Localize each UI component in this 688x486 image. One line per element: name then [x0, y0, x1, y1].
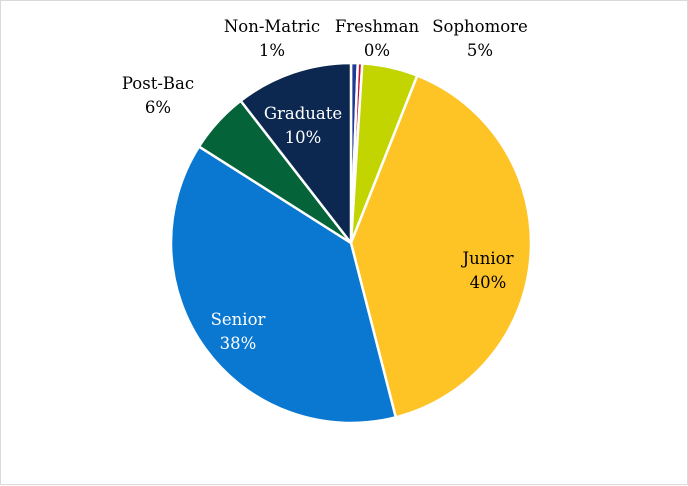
slice-percent-senior: 38%: [220, 334, 257, 353]
pie-slice-graduate: [239, 61, 353, 245]
pie-slice-junior: [349, 74, 533, 419]
pie-slice-senior: [169, 145, 398, 425]
slice-percent-non-matric: 1%: [259, 41, 285, 60]
slice-label-senior: Senior: [211, 310, 266, 329]
slice-percent-graduate: 10%: [285, 128, 322, 147]
slice-percent-junior: 40%: [470, 273, 507, 292]
slice-label-junior: Junior: [461, 249, 514, 268]
slice-label-graduate: Graduate: [264, 104, 342, 123]
slice-label-sophomore: Sophomore: [432, 17, 528, 36]
slice-label-freshman: Freshman: [335, 17, 420, 36]
slice-percent-freshman: 0%: [364, 41, 390, 60]
slice-label-post-bac: Post-Bac: [122, 74, 194, 93]
slice-percent-sophomore: 5%: [467, 41, 493, 60]
slice-percent-post-bac: 6%: [145, 98, 171, 117]
slice-label-non-matric: Non-Matric: [224, 17, 320, 36]
